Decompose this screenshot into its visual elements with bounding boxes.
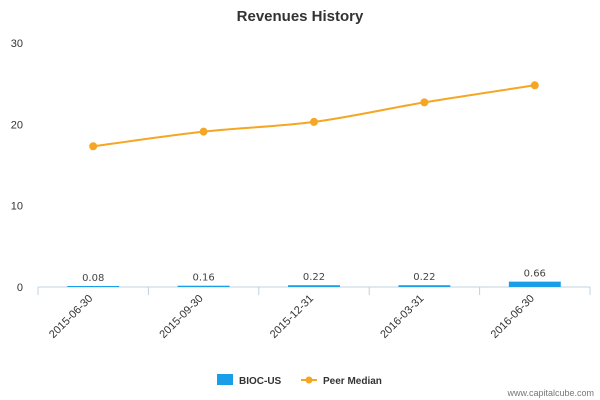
x-tick-label: 2015-09-30 — [157, 293, 205, 341]
y-axis: 0 10 20 30 — [11, 38, 23, 294]
bar[interactable] — [288, 285, 340, 287]
bar-value-label: 0.16 — [192, 273, 214, 284]
y-tick-label: 30 — [11, 38, 23, 50]
x-axis: 2015-06-30 2015-09-30 2015-12-31 2016-03-31… — [37, 286, 591, 341]
line-point[interactable] — [530, 81, 539, 90]
legend-swatch-bar — [217, 374, 233, 385]
line-point[interactable] — [310, 117, 318, 126]
x-tick-label: 2016-06-30 — [489, 293, 537, 341]
line-point[interactable] — [420, 98, 429, 107]
line-path — [93, 84, 535, 148]
bar-value-label: 0.66 — [524, 269, 546, 280]
bar-value-label: 0.22 — [303, 272, 325, 283]
bar[interactable] — [508, 281, 561, 287]
line-point[interactable] — [89, 142, 98, 151]
bar-value-label: 0.22 — [413, 272, 435, 283]
bar-value-label: 0.08 — [82, 273, 104, 284]
y-tick-label: 20 — [11, 119, 23, 131]
line-series — [89, 81, 539, 151]
credit-text: www.capitalcube.com — [506, 388, 594, 398]
legend-label-line[interactable]: Peer Median — [323, 376, 382, 387]
x-tick-label: 2015-12-31 — [268, 293, 316, 341]
line-point[interactable] — [199, 127, 208, 136]
legend[interactable]: BIOC-US Peer Median — [217, 374, 382, 387]
legend-label-bar[interactable]: BIOC-US — [239, 376, 282, 387]
bar[interactable] — [67, 286, 120, 287]
legend-marker-line — [305, 376, 313, 384]
y-tick-label: 0 — [17, 282, 23, 294]
bar[interactable] — [398, 285, 451, 287]
chart-title: Revenues History — [237, 8, 364, 25]
x-tick-label: 2016-03-31 — [378, 293, 426, 341]
data-labels: 0.08 0.16 0.22 0.22 0.66 — [82, 269, 546, 284]
x-tick-label: 2015-06-30 — [47, 293, 95, 341]
bar[interactable] — [177, 285, 230, 287]
y-tick-label: 10 — [11, 201, 23, 213]
bar-series — [67, 281, 561, 287]
